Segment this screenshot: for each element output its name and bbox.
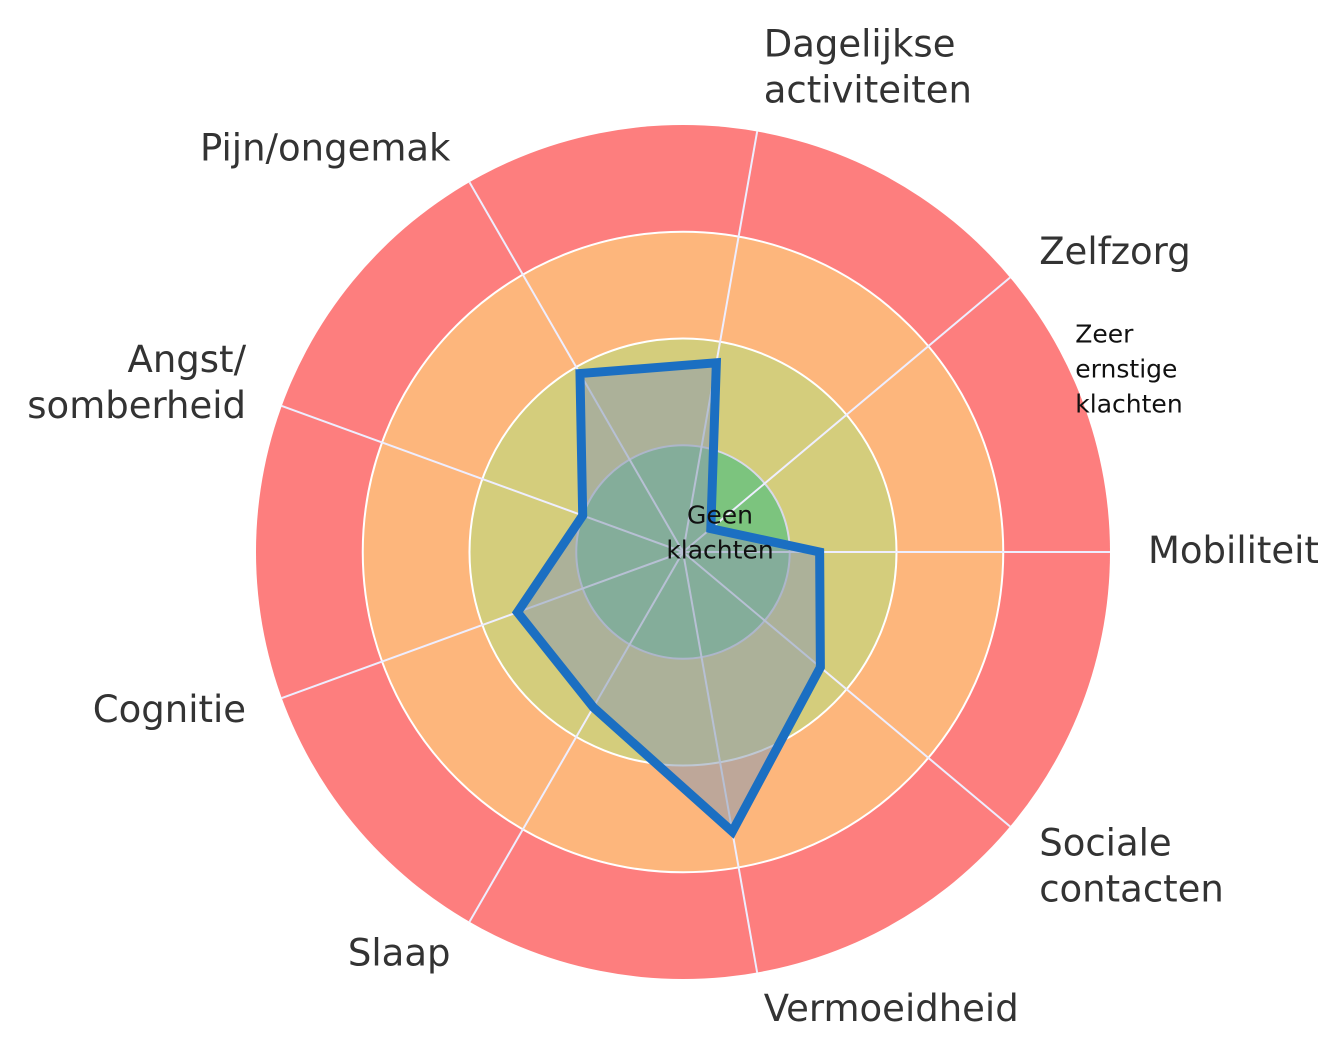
- spoke: [682, 276, 1011, 553]
- rtick-label: Zeer ernstige klachten: [1075, 319, 1182, 418]
- radar-area: [511, 357, 825, 839]
- category-label: Zelfzorg: [1039, 230, 1191, 273]
- labels: Mobiliteit Zelfzorg Dagelijkse activiteiten…: [27, 22, 1319, 1029]
- category-label: Cognitie: [93, 688, 246, 731]
- category-label: Mobiliteit: [1148, 529, 1319, 572]
- category-label: Slaap: [348, 931, 451, 974]
- category-label: Dagelijkse activiteiten: [764, 22, 972, 111]
- rtick-label: Geen klachten: [666, 501, 773, 565]
- marks: [511, 357, 825, 839]
- category-label: Vermoeidheid: [764, 986, 1019, 1029]
- category-label: Angst/somberheid: [27, 338, 246, 427]
- category-label: Pijn/ongemak: [200, 126, 451, 169]
- category-label: Sociale contacten: [1039, 821, 1224, 910]
